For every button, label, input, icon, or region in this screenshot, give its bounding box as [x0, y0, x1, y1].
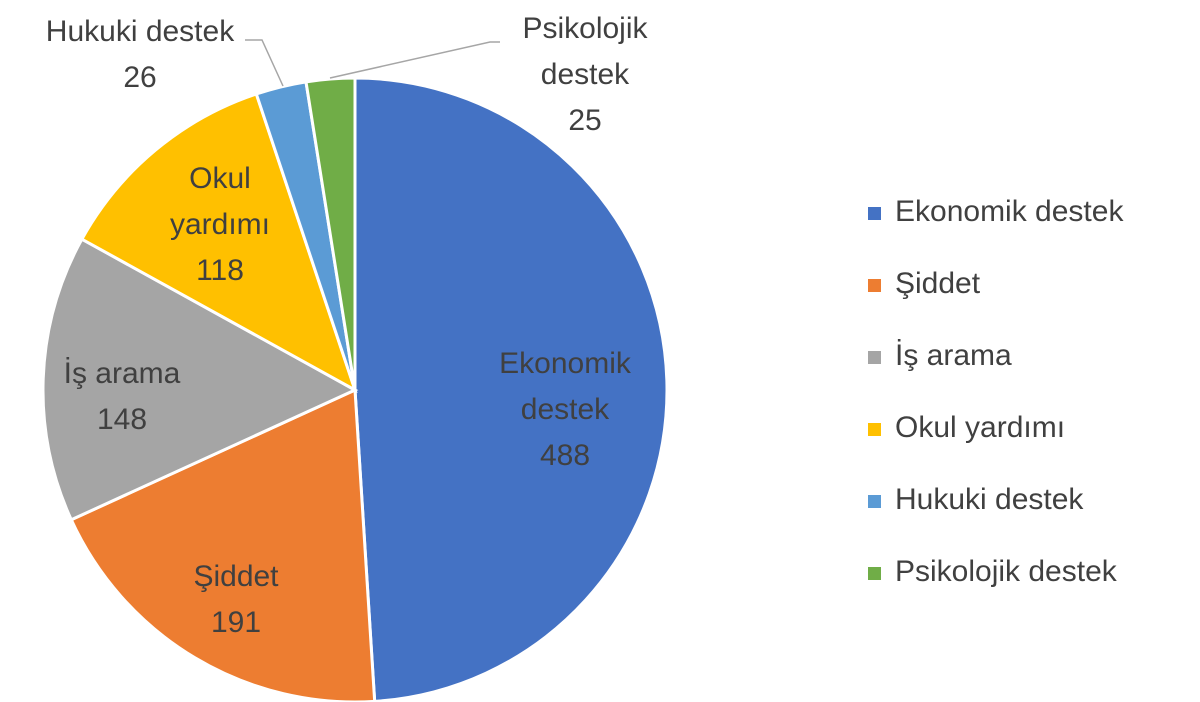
label-category: Ekonomik destek — [499, 347, 631, 426]
leader-line — [329, 41, 500, 79]
legend-swatch — [868, 350, 881, 364]
label-category: Psikolojik destek — [522, 12, 648, 91]
legend-label: Hukuki destek — [895, 483, 1084, 516]
pie-slice — [41, 237, 359, 522]
legend-swatch — [868, 566, 881, 580]
leader-line — [245, 39, 284, 87]
legend-item: Hukuki destek — [868, 480, 1083, 520]
label-category: Okul yardımı — [169, 162, 271, 241]
label-value: 488 — [539, 439, 591, 472]
legend-label: Psikolojik destek — [895, 555, 1117, 588]
label-category: İş arama — [63, 357, 181, 390]
data-label: Okul yardımı 118 — [145, 156, 295, 294]
data-label: Ekonomik destek 488 — [475, 341, 655, 479]
legend-swatch — [868, 278, 881, 292]
pie-slice — [353, 76, 669, 702]
legend-item: Psikolojik destek — [868, 552, 1117, 592]
legend-item: Şiddet — [868, 264, 980, 304]
legend-item: İş arama — [868, 336, 1012, 376]
pie-slice — [69, 387, 377, 702]
legend-label: Şiddet — [895, 267, 981, 300]
legend-label: Okul yardımı — [895, 411, 1066, 444]
legend-label: Ekonomik destek — [895, 195, 1124, 228]
label-category: Şiddet — [193, 560, 279, 593]
data-label: Hukuki destek 26 — [10, 9, 270, 101]
data-label: İş arama 148 — [0, 351, 252, 443]
label-value: 25 — [568, 104, 602, 137]
pie-slice — [79, 92, 358, 394]
label-value: 118 — [196, 254, 244, 287]
legend-swatch — [868, 494, 881, 508]
legend-swatch — [868, 206, 881, 220]
pie-slice — [304, 76, 357, 391]
legend-label: İş arama — [895, 339, 1012, 372]
label-value: 148 — [96, 403, 148, 436]
label-category: Hukuki destek — [45, 15, 235, 48]
data-label: Psikolojik destek 25 — [500, 6, 670, 144]
data-label: Şiddet 191 — [136, 554, 336, 646]
legend-swatch — [868, 422, 881, 436]
label-value: 26 — [123, 61, 157, 94]
legend-item: Okul yardımı — [868, 408, 1065, 448]
label-value: 191 — [210, 606, 262, 639]
legend-item: Ekonomik destek — [868, 192, 1123, 232]
